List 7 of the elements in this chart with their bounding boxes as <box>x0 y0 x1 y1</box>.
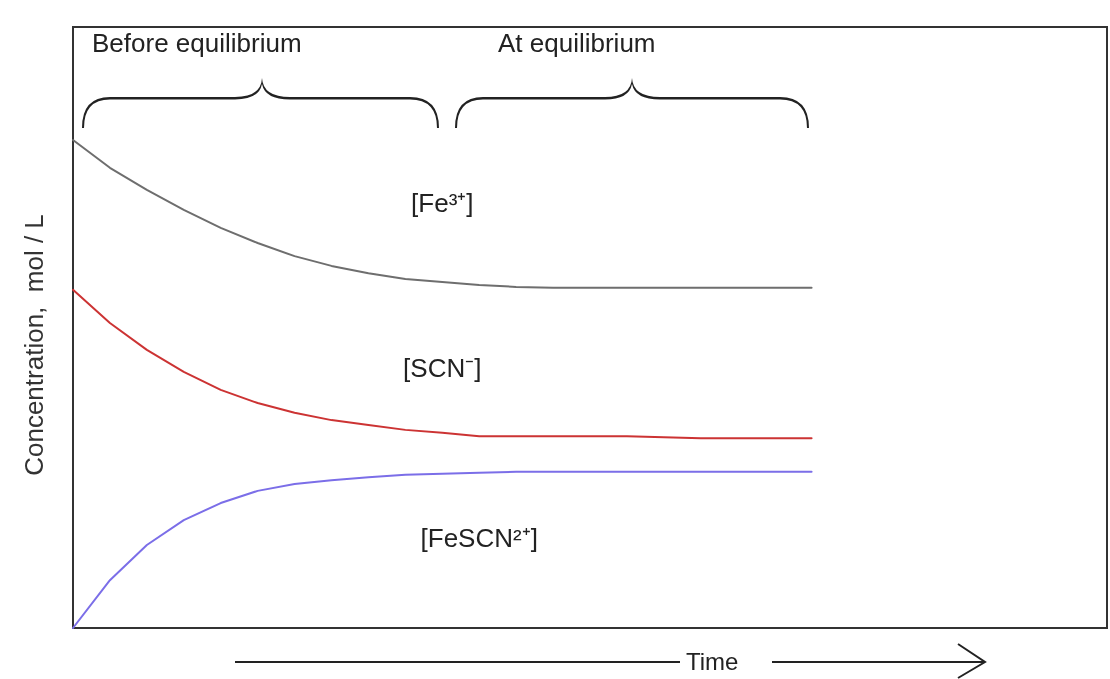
series-label: [FeSCN²⁺] <box>420 522 538 553</box>
text: Before equilibrium <box>92 28 302 58</box>
y-axis-title: Concentration, mol / L <box>19 214 49 476</box>
x-axis-title: Time <box>686 647 739 675</box>
series-label: [SCN⁻] <box>403 352 482 383</box>
text: At equilibrium <box>498 28 656 58</box>
text: [Fe³⁺] <box>411 188 474 219</box>
